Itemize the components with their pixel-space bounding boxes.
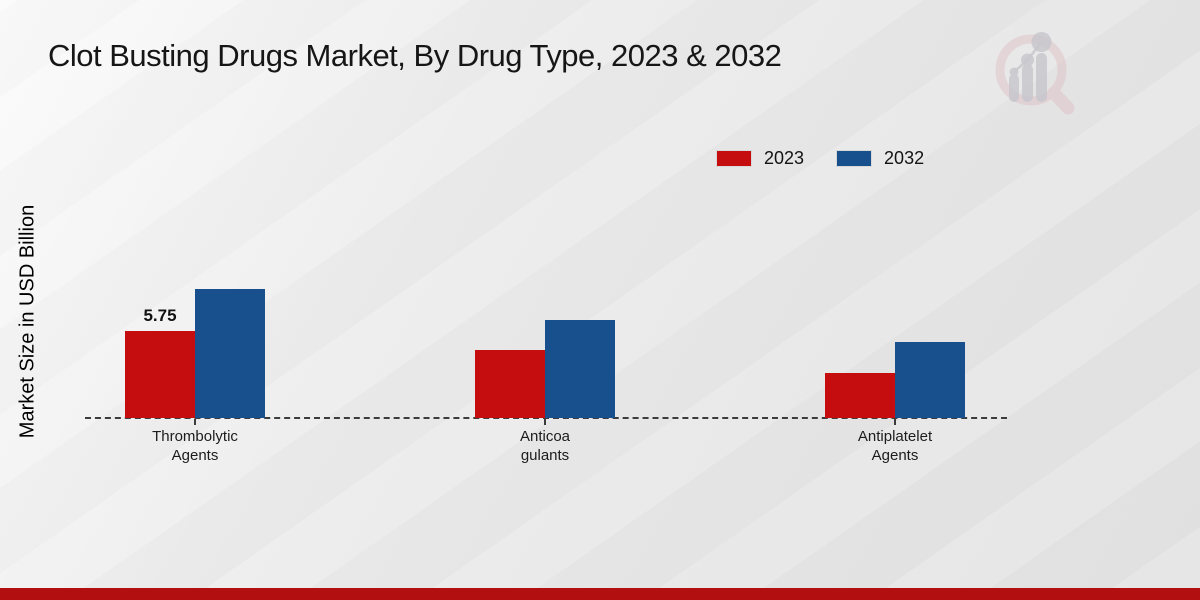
bar-2023-thrombolytic-agents xyxy=(125,331,195,418)
category-label: Thrombolytic Agents xyxy=(152,428,238,464)
legend: 2023 2032 xyxy=(716,148,924,169)
chart-title: Clot Busting Drugs Market, By Drug Type,… xyxy=(48,38,782,73)
bottom-accent-bar xyxy=(0,588,1200,600)
bar-2032-thrombolytic-agents xyxy=(195,289,265,418)
bar-2023-anticoagulants xyxy=(475,350,545,418)
bar-2032-anticoagulants xyxy=(545,320,615,418)
category-label: Antiplatelet Agents xyxy=(857,428,933,464)
bar-2032-antiplatelet-agents xyxy=(895,342,965,418)
legend-item-2032: 2032 xyxy=(836,148,924,169)
legend-swatch-2032 xyxy=(836,150,873,167)
bar-2023-antiplatelet-agents xyxy=(825,373,895,418)
bar-value-label: 5.75 xyxy=(143,306,177,325)
x-axis-tick xyxy=(894,419,896,425)
x-axis-baseline xyxy=(85,417,1007,419)
market-research-future-logo-icon xyxy=(995,32,1075,115)
legend-label-2023: 2023 xyxy=(764,148,805,168)
legend-swatch-2023 xyxy=(716,150,752,167)
x-axis-tick xyxy=(194,419,196,425)
legend-label-2032: 2032 xyxy=(884,148,925,168)
legend-item-2023: 2023 xyxy=(716,148,804,169)
x-axis-tick xyxy=(544,419,546,425)
category-label: Anticoa gulants xyxy=(519,428,571,464)
